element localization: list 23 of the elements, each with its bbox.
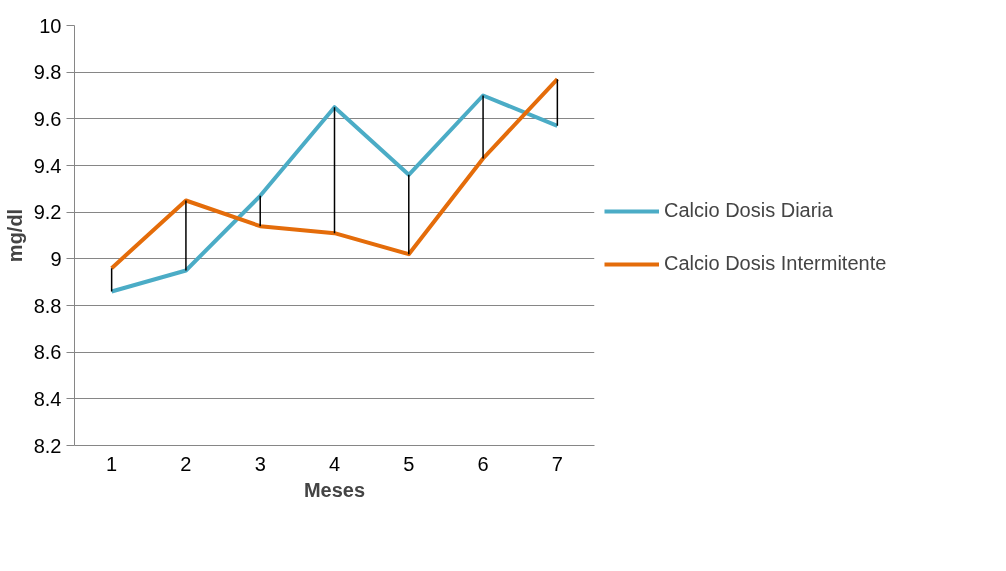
y-tick-label: 8.8: [33, 294, 62, 317]
y-tick-label: 9.2: [33, 201, 62, 224]
y-tick-label: 10: [39, 14, 62, 37]
y-tick-label: 9.6: [33, 107, 62, 130]
y-tick-label: 8.6: [33, 341, 62, 364]
legend-label: Calcio Dosis Intermitente: [664, 252, 887, 275]
x-tick-label: 2: [180, 452, 192, 475]
y-tick-label: 8.4: [33, 387, 62, 410]
legend-label: Calcio Dosis Diaria: [664, 199, 833, 222]
x-axis-title: Meses: [303, 478, 366, 501]
line-series: [109, 77, 560, 271]
y-tick-label: 8.2: [33, 434, 62, 457]
x-tick-label: 3: [254, 452, 266, 475]
y-axis-title: mg/dl: [3, 208, 26, 263]
x-tick-label: 4: [328, 452, 341, 475]
line-series: [109, 93, 560, 294]
x-tick-label: 6: [477, 452, 489, 475]
y-tick-label: 9.8: [33, 61, 62, 84]
x-tick-label: 7: [551, 452, 563, 475]
y-tick-label: 9: [50, 247, 62, 270]
x-tick-label: 5: [403, 452, 415, 475]
x-tick-label: 1: [106, 452, 118, 475]
y-tick-label: 9.4: [33, 154, 62, 177]
